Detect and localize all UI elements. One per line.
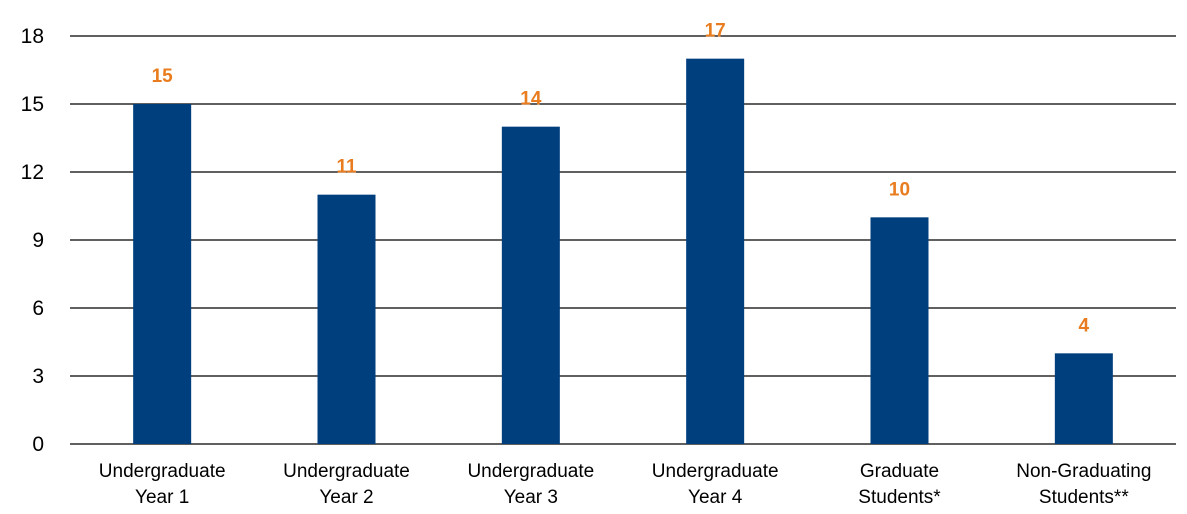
data-label-4: 17 [705,21,726,42]
category-label-line: Year 3 [504,487,558,508]
bar-4 [686,58,745,445]
category-label-line: Year 2 [319,487,373,508]
y-tick-label-18: 18 [21,25,44,48]
category-label-2: Undergraduate Year 2 [283,461,410,508]
bar-5 [870,217,929,444]
category-label-line: Undergraduate [99,461,226,482]
y-axis-tick-labels: 0 3 6 9 12 15 18 [21,25,44,456]
category-label-line: Students* [858,487,941,508]
y-tick-label-6: 6 [32,297,44,320]
bar-1 [133,104,192,444]
data-label-2: 11 [336,157,357,178]
category-label-line: Graduate [860,461,939,482]
bar-3 [501,126,560,445]
bar-6 [1054,353,1113,444]
category-label-line: Year 4 [688,487,743,508]
y-tick-label-15: 15 [21,93,44,116]
category-label-4: Undergraduate Year 4 [652,461,779,508]
data-labels: 15 11 14 17 10 4 [152,21,1090,337]
category-label-1: Undergraduate Year 1 [99,461,226,508]
category-label-line: Undergraduate [467,461,594,482]
category-label-line: Undergraduate [652,461,779,482]
category-label-line: Non-Graduating [1016,461,1151,482]
category-label-5: Graduate Students* [858,461,941,508]
y-tick-label-12: 12 [21,161,44,184]
data-label-5: 10 [889,179,910,200]
y-tick-label-9: 9 [32,229,44,252]
category-label-6: Non-Graduating Students** [1016,461,1151,508]
gridlines [70,35,1176,445]
data-label-6: 4 [1079,315,1090,336]
y-tick-label-3: 3 [32,365,44,388]
bars [133,58,1113,445]
category-label-line: Undergraduate [283,461,410,482]
category-label-3: Undergraduate Year 3 [467,461,594,508]
bar-2 [317,194,376,444]
y-tick-label-0: 0 [32,433,44,456]
data-label-3: 14 [520,89,542,110]
data-label-1: 15 [152,66,174,87]
category-label-line: Students** [1039,487,1129,508]
category-label-line: Year 1 [135,487,189,508]
